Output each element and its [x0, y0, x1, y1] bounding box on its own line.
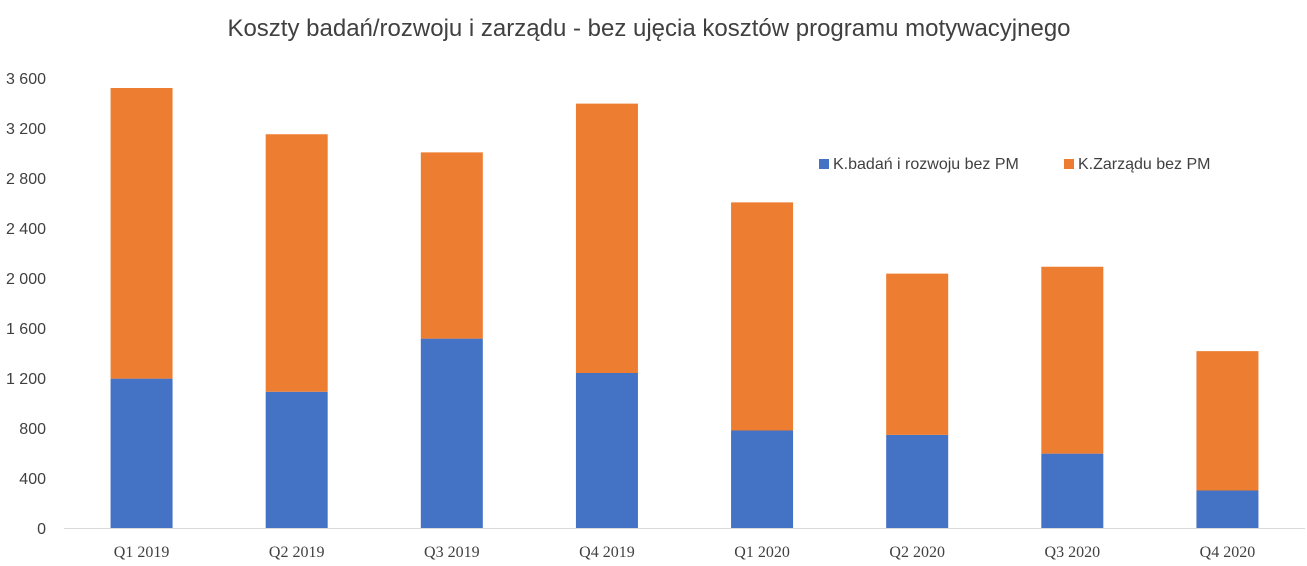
- bar-rd-q4-2020: [1196, 490, 1259, 528]
- chart-title: Koszty badań/rozwoju i zarządu - bez uję…: [227, 15, 1070, 42]
- bar-management-q4-2020: [1196, 351, 1259, 491]
- x-tick-label: Q3 2019: [424, 544, 480, 561]
- y-tick-label: 400: [19, 471, 46, 488]
- x-tick-label: Q2 2019: [269, 544, 325, 561]
- legend-swatch: [819, 159, 829, 169]
- y-axis: 0 400 800 1 200 1 600 2 000 2 400 2 800 3 200 3 6…: [6, 71, 46, 538]
- y-tick-label: 3 200: [6, 121, 46, 138]
- x-tick-label: Q4 2020: [1200, 544, 1256, 561]
- legend-swatch: [1064, 159, 1074, 169]
- bar-rd-q1-2019: [110, 378, 173, 528]
- x-tick-label: Q1 2019: [114, 544, 170, 561]
- y-tick-label: 2 000: [6, 271, 46, 288]
- y-tick-label: 1 600: [6, 321, 46, 338]
- y-tick-label: 1 200: [6, 371, 46, 388]
- bar-management-q1-2020: [731, 202, 794, 431]
- legend: K.badań i rozwoju bez PM K.Zarządu bez PM: [819, 156, 1211, 173]
- bar-management-q1-2019: [110, 88, 173, 379]
- y-tick-label: 800: [19, 421, 46, 438]
- bars: [110, 88, 1259, 528]
- x-tick-label: Q3 2020: [1045, 544, 1101, 561]
- legend-label: K.badań i rozwoju bez PM: [833, 156, 1019, 173]
- y-tick-label: 3 600: [6, 71, 46, 88]
- bar-management-q4-2019: [575, 103, 638, 373]
- y-tick-label: 2 400: [6, 221, 46, 238]
- x-tick-label: Q2 2020: [889, 544, 945, 561]
- x-tick-label: Q1 2020: [734, 544, 790, 561]
- y-tick-label: 2 800: [6, 171, 46, 188]
- bar-rd-q1-2020: [731, 430, 794, 528]
- bar-management-q3-2019: [420, 152, 483, 339]
- x-tick-label: Q4 2019: [579, 544, 635, 561]
- bar-rd-q2-2020: [886, 434, 949, 528]
- x-axis: Q1 2019 Q2 2019 Q3 2019 Q4 2019 Q1 2020 Q2 20…: [114, 544, 1255, 561]
- bar-rd-q2-2019: [265, 391, 328, 528]
- bar-rd-q4-2019: [575, 373, 638, 528]
- y-tick-label: 0: [37, 521, 46, 538]
- legend-label: K.Zarządu bez PM: [1078, 156, 1211, 173]
- bar-management-q2-2020: [886, 273, 949, 435]
- bar-management-q2-2019: [265, 134, 328, 392]
- bar-rd-q3-2020: [1041, 453, 1104, 528]
- bar-rd-q3-2019: [420, 338, 483, 528]
- bar-management-q3-2020: [1041, 266, 1104, 454]
